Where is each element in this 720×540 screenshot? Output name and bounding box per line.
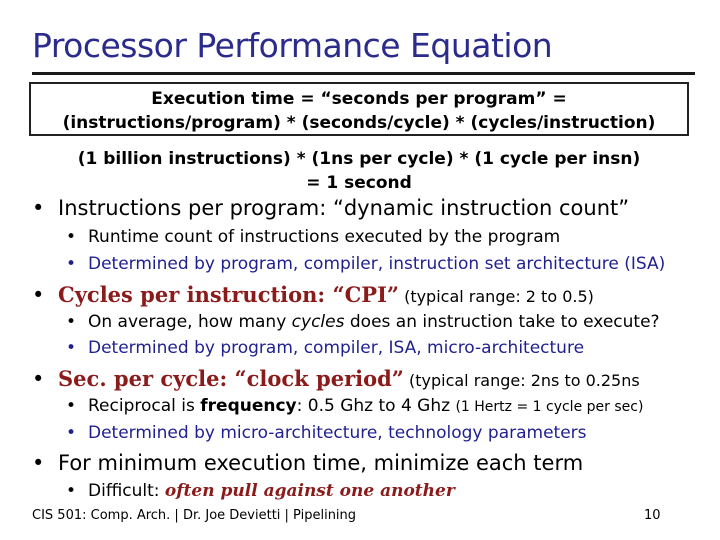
sub-bullet-text: Determined by program, compiler, instruc… — [88, 254, 666, 274]
sub-bullet: • Reciprocal is frequency: 0.5 Ghz to 4 G… — [66, 396, 643, 416]
sub-bullet-text: : 0.5 Ghz to 4 Ghz — [296, 396, 456, 416]
sub-bullet-emphasis: often pull against one another — [164, 481, 455, 501]
sub-bullet: • Determined by program, compiler, ISA, m… — [66, 338, 584, 358]
bullet-dot: • — [66, 338, 77, 358]
sub-bullet-text: Difficult: — [88, 481, 165, 501]
bullet-cycles-per-instruction: • Cycles per instruction: “CPI” (typical … — [32, 282, 594, 307]
sub-bullet-text: On average, how many — [88, 312, 292, 332]
sub-bullet: • Runtime count of instructions executed … — [66, 227, 560, 247]
bullet-text: For minimum execution time, minimize eac… — [58, 451, 584, 475]
bullet-dot: • — [66, 396, 77, 416]
sub-bullet: • Determined by micro-architecture, techn… — [66, 423, 587, 443]
bullet-highlight: Sec. per cycle: “clock period” — [58, 366, 404, 391]
sub-bullet: • Difficult: often pull against one anoth… — [66, 481, 455, 501]
sub-bullet-emphasis: cycles — [291, 312, 345, 332]
bullet-note: (typical range: 2ns to 0.25ns — [403, 371, 640, 390]
bullet-note: (typical range: 2 to 0.5) — [398, 287, 594, 306]
sub-bullet-text: Determined by micro-architecture, techno… — [88, 423, 587, 443]
sub-bullet-text: does an instruction take to execute? — [344, 312, 660, 332]
slide-footer: CIS 501: Comp. Arch. | Dr. Joe Devietti … — [32, 508, 357, 523]
bullet-seconds-per-cycle: • Sec. per cycle: “clock period” (typical… — [32, 366, 640, 391]
bullet-dot: • — [66, 254, 77, 274]
page-number: 10 — [644, 508, 661, 523]
equation-line-1: Execution time = “seconds per program” = — [151, 89, 567, 109]
bullet-dot: • — [66, 312, 77, 332]
sub-bullet-text: Reciprocal is — [88, 396, 201, 416]
example-line-1: (1 billion instructions) * (1ns per cycl… — [77, 149, 641, 169]
bullet-dot: • — [32, 367, 45, 391]
sub-bullet-bold: frequency — [200, 396, 297, 416]
sub-bullet-text: Determined by program, compiler, ISA, mi… — [88, 338, 585, 358]
bullet-highlight: Cycles per instruction: “CPI” — [58, 282, 399, 307]
sub-bullet: • On average, how many cycles does an ins… — [66, 312, 660, 332]
equation-line-2: (instructions/program) * (seconds/cycle)… — [62, 113, 656, 133]
sub-bullet: • Determined by program, compiler, instru… — [66, 254, 665, 274]
bullet-dot: • — [66, 423, 77, 443]
bullet-dot: • — [66, 227, 77, 247]
bullet-minimize: • For minimum execution time, minimize ea… — [32, 451, 583, 475]
sub-bullet-text: Runtime count of instructions executed b… — [88, 227, 561, 247]
bullet-dot: • — [32, 283, 45, 307]
bullet-instructions-per-program: • Instructions per program: “dynamic inst… — [32, 196, 629, 220]
sub-bullet-small: (1 Hertz = 1 cycle per sec) — [455, 399, 644, 415]
title-rule — [32, 72, 695, 75]
bullet-dot: • — [32, 196, 45, 220]
bullet-text: Instructions per program: “dynamic instr… — [58, 196, 630, 220]
example-calculation: (1 billion instructions) * (1ns per cycl… — [29, 147, 689, 195]
equation-box: Execution time = “seconds per program” =… — [29, 82, 689, 136]
example-line-2: = 1 second — [306, 173, 412, 193]
slide-title: Processor Performance Equation — [32, 26, 553, 65]
bullet-dot: • — [32, 451, 45, 475]
bullet-dot: • — [66, 481, 77, 501]
